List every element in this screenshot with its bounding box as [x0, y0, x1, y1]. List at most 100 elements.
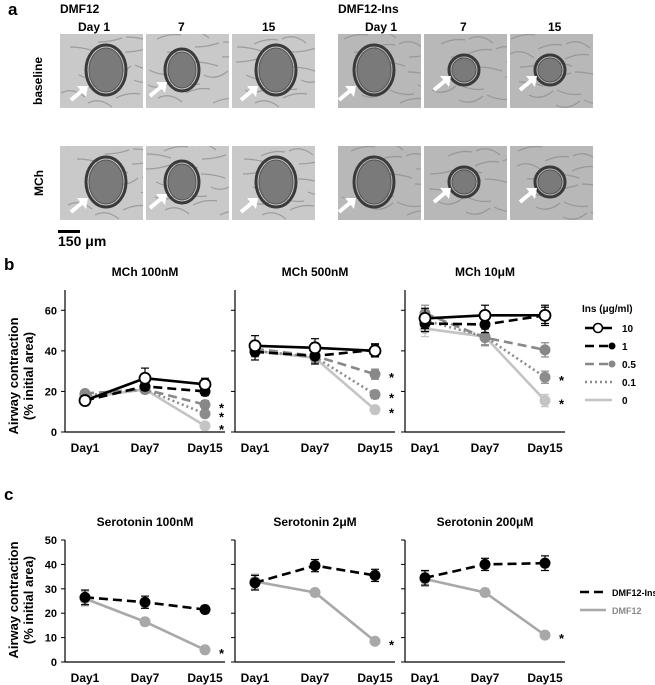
x-tick-label: Day1	[71, 671, 100, 685]
tissue-texture	[124, 49, 143, 53]
dmf12-group-title: DMF12	[60, 2, 100, 16]
tissue-texture	[146, 153, 172, 159]
tissue-texture	[405, 153, 421, 157]
tissue-texture	[125, 36, 143, 40]
tissue-texture	[563, 201, 589, 208]
tissue-texture	[69, 46, 95, 52]
tissue-texture	[414, 183, 421, 185]
micrograph-image	[431, 34, 507, 103]
airway-wall	[447, 53, 481, 87]
data-point	[199, 420, 211, 432]
tissue-texture	[475, 148, 501, 156]
tissue-texture	[429, 169, 455, 175]
chart-title: MCh 500nM	[282, 265, 349, 279]
arrow-icon	[239, 200, 255, 214]
arrow-icon	[69, 88, 85, 102]
data-point	[369, 569, 381, 581]
row-label-mch: MCh	[32, 170, 46, 196]
significance-star: *	[219, 422, 225, 437]
tissue-texture	[565, 41, 591, 49]
tissue-texture	[477, 66, 503, 72]
airway-lumen	[356, 159, 392, 205]
legend-label: 0.1	[622, 378, 636, 389]
tissue-texture	[203, 70, 229, 78]
tissue-texture	[282, 92, 308, 99]
tissue-texture	[510, 51, 535, 59]
tissue-texture	[163, 146, 189, 152]
arrow-icon	[518, 190, 534, 204]
y-tick-label: 40	[45, 346, 57, 358]
y-tick-label: 10	[45, 633, 57, 645]
tissue-texture	[502, 158, 507, 162]
chart: Serotonin 100nM 0 10 20 30 40 50 Day1 Day7 Day15 *	[45, 515, 225, 685]
significance-star: *	[389, 370, 395, 385]
airway-lumen	[451, 169, 477, 195]
tissue-texture	[396, 201, 421, 208]
data-point	[308, 341, 322, 355]
significance-star: *	[559, 631, 565, 646]
micrograph-tile	[146, 34, 229, 108]
tissue-texture	[555, 100, 581, 108]
tissue-texture	[474, 160, 500, 167]
micrograph-tile	[60, 34, 143, 108]
arrow-icon	[518, 78, 534, 92]
micrograph-image	[428, 146, 507, 215]
row-label-baseline: baseline	[31, 56, 45, 106]
micrograph-tile	[424, 34, 507, 108]
legend-label: 10	[622, 324, 634, 335]
tissue-texture	[194, 42, 220, 48]
significance-star: *	[389, 390, 395, 405]
dmf12-ins-group-title: DMF12-Ins	[338, 2, 399, 16]
x-tick-label: Day1	[241, 671, 270, 685]
tissue-texture	[94, 212, 120, 220]
arrow-icon	[148, 84, 164, 98]
significance-star: *	[389, 406, 395, 421]
tissue-texture	[556, 89, 582, 96]
tissue-texture	[185, 34, 210, 39]
legend-label: 0	[622, 396, 628, 407]
tissue-texture	[372, 34, 397, 39]
data-point	[539, 395, 551, 407]
data-point	[199, 644, 211, 656]
tissue-texture	[200, 173, 226, 179]
x-tick-label: Day7	[301, 441, 330, 455]
data-point	[138, 371, 152, 385]
tissue-texture	[564, 53, 590, 60]
airway-wall	[533, 53, 567, 87]
data-point	[419, 572, 431, 584]
data-point	[199, 604, 211, 616]
airway-lumen	[451, 57, 477, 83]
tissue-texture	[535, 202, 561, 210]
tissue-texture	[298, 161, 315, 165]
tissue-texture	[140, 191, 143, 194]
tissue-texture	[291, 47, 315, 53]
micrograph-tile	[146, 146, 229, 220]
data-point	[248, 339, 262, 353]
tissue-texture	[486, 94, 507, 101]
tissue-texture	[431, 85, 457, 93]
significance-star: *	[559, 373, 565, 388]
airway-lumen	[537, 169, 563, 195]
tissue-texture	[132, 148, 143, 151]
chart-title: MCh 100nM	[112, 265, 179, 279]
tissue-texture	[467, 48, 493, 55]
arrow-icon	[338, 88, 353, 102]
tissue-texture	[407, 71, 421, 74]
tissue-texture	[466, 196, 492, 203]
x-tick-label: Day15	[187, 671, 223, 685]
tissue-texture	[134, 64, 143, 69]
x-tick-label: Day1	[411, 441, 440, 455]
scale-bar-label: 150 μm	[58, 233, 107, 249]
tissue-texture	[222, 41, 229, 43]
tissue-texture	[97, 37, 123, 43]
day-header-1-left: Day 1	[78, 20, 111, 34]
panel-b-ylabel-line1: Airway contraction	[6, 317, 21, 434]
airway-wall	[163, 47, 201, 93]
data-point	[418, 312, 432, 325]
chart-title: Serotonin 200μM	[437, 515, 534, 529]
tissue-texture	[212, 97, 229, 104]
data-point	[478, 308, 492, 322]
tissue-texture	[253, 38, 279, 45]
panel-c-ylabel-line2: (% initial area)	[21, 556, 36, 644]
